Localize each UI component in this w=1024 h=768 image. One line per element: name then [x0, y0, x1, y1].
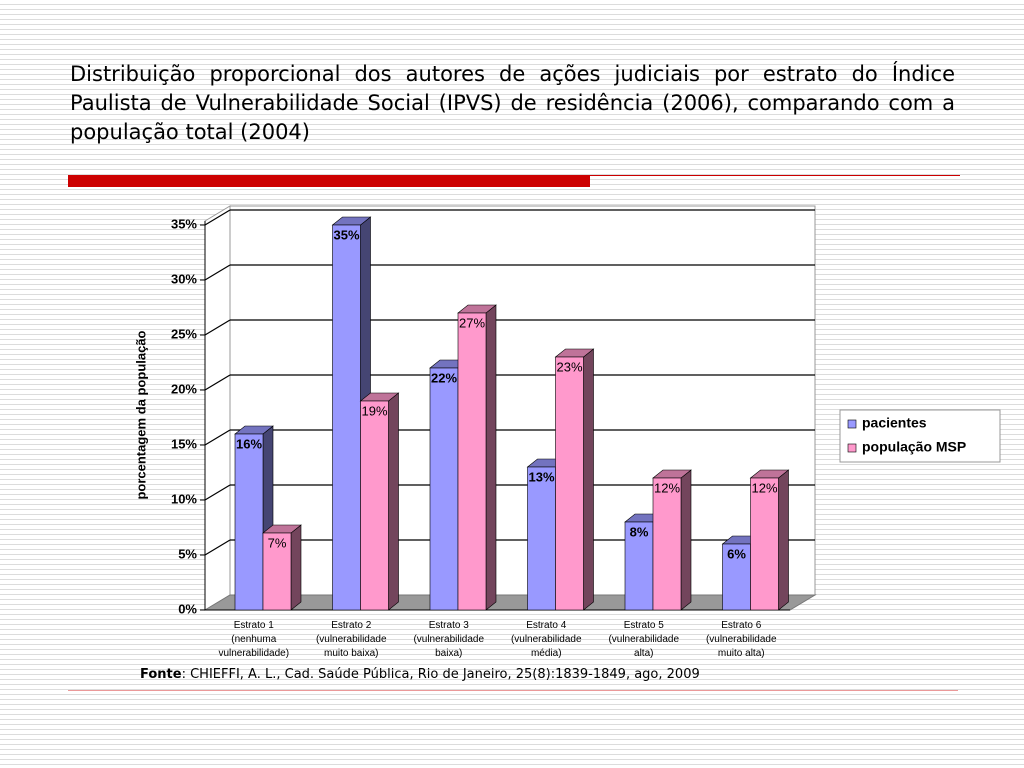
bar [554, 348, 595, 611]
back-wall [229, 205, 816, 596]
x-tick-label: Estrato 1 (nenhuma vulnerabilidade) [218, 620, 290, 659]
x-tick-label: Estrato 5 (vulnerabilidade alta) [608, 620, 680, 659]
y-tick-label: 5% [178, 546, 197, 561]
y-tick-label: 20% [171, 381, 197, 396]
legend-box [839, 409, 1001, 463]
x-tick-label: Estrato 3 (vulnerabilidade baixa) [413, 620, 485, 659]
x-tick-label: Estrato 6 (vulnerabilidade muito alta) [705, 620, 777, 659]
y-axis-title: porcentagem da população [133, 330, 148, 499]
grid-line [204, 264, 231, 281]
bar-side [583, 348, 594, 611]
bottom-rule [68, 690, 958, 691]
data-label: 8% [630, 524, 649, 539]
slide-title: Distribuição proporcional dos autores de… [70, 62, 955, 144]
bar-side [680, 469, 692, 611]
title-rule [590, 175, 960, 176]
y-tick-label: 35% [171, 216, 197, 231]
bar-front [652, 477, 682, 611]
legend-label: população MSP [862, 439, 966, 455]
data-label: 19% [361, 403, 387, 418]
data-label: 16% [236, 436, 262, 451]
bar [457, 304, 497, 611]
bar [652, 469, 692, 611]
data-label: 22% [431, 370, 457, 385]
data-label: 7% [268, 535, 287, 550]
bar [359, 392, 400, 611]
y-tick-label: 15% [171, 436, 197, 451]
bar-front [527, 466, 556, 611]
y-tick-label: 25% [171, 326, 197, 341]
bar-front [360, 400, 389, 611]
bar-side [388, 392, 399, 611]
x-tick-label: Estrato 2 (vulnerabilidade muito baixa) [315, 620, 387, 659]
data-label: 35% [333, 227, 359, 242]
title-bar [68, 175, 590, 187]
grid-line [204, 539, 231, 556]
bar-front [234, 433, 264, 611]
data-label: 27% [459, 315, 485, 330]
grid-line [204, 374, 231, 391]
data-label: 6% [727, 546, 746, 561]
source: Fonte: CHIEFFI, A. L., Cad. Saúde Públic… [140, 667, 700, 682]
bar-front [555, 356, 584, 611]
bar-side [290, 524, 302, 611]
y-tick-label: 0% [178, 601, 197, 616]
bar [749, 469, 790, 611]
legend-label: pacientes [862, 415, 927, 431]
grid-line [204, 429, 231, 446]
y-tick-label: 10% [171, 491, 197, 506]
legend-swatch [847, 419, 857, 429]
bar-side [485, 304, 497, 611]
bar-front [429, 367, 459, 611]
grid-line [204, 484, 231, 501]
bar-side [778, 469, 789, 611]
bar-front [750, 477, 779, 611]
bar-front [332, 224, 361, 611]
data-label: 13% [528, 469, 554, 484]
bar-front [262, 532, 292, 611]
legend-swatch [847, 443, 857, 453]
source-label: Fonte [140, 667, 182, 682]
y-tick-label: 30% [171, 271, 197, 286]
source-text: : CHIEFFI, A. L., Cad. Saúde Pública, Ri… [181, 667, 700, 682]
bar-front [624, 521, 654, 611]
bar-front [457, 312, 487, 611]
grid-line [204, 319, 231, 336]
data-label: 12% [751, 480, 777, 495]
x-tick-label: Estrato 4 (vulnerabilidade média) [510, 620, 582, 659]
grid-line [204, 209, 231, 226]
bar [262, 524, 302, 611]
data-label: 23% [556, 359, 582, 374]
data-label: 12% [654, 480, 680, 495]
